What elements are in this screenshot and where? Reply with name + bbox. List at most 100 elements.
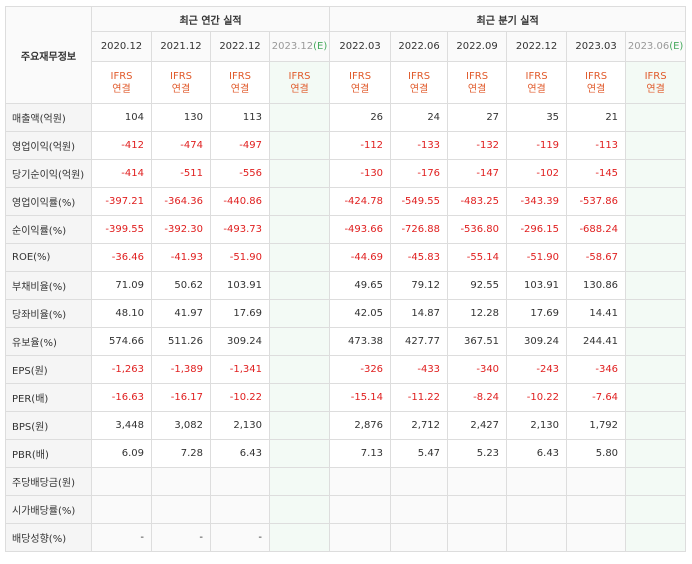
value-cell: [268, 523, 331, 552]
table-row: 순이익률(%) -399.55 -392.30 -493.73 -493.66 -726.…: [5, 215, 687, 244]
row-label: ROE(%): [5, 243, 92, 272]
value-cell: -133: [390, 131, 449, 160]
value-cell: -296.15: [506, 215, 568, 244]
value-cell: [625, 187, 687, 216]
value-cell: 26: [329, 103, 392, 132]
value-cell: [625, 523, 687, 552]
value-cell: 103.91: [210, 271, 270, 300]
value-cell: 24: [390, 103, 449, 132]
consolidated-text: 연결: [230, 83, 250, 95]
value-cell: -58.67: [566, 243, 627, 272]
row-label: 영업이익률(%): [5, 187, 92, 216]
value-cell: -: [91, 523, 152, 552]
ifrs-consolidated-label: IFRS 연결: [268, 61, 331, 104]
value-cell: [625, 495, 687, 524]
period-header-annual-0: 2020.12: [91, 31, 152, 62]
ifrs-consolidated-label: IFRS 연결: [506, 61, 568, 104]
table-row: 부채비율(%) 71.09 50.62 103.91 49.65 79.12 92.55 10…: [5, 271, 687, 300]
row-label: PBR(배): [5, 439, 92, 468]
value-cell: 7.28: [151, 439, 211, 468]
value-cell: 92.55: [447, 271, 508, 300]
value-cell: -340: [447, 355, 508, 384]
value-cell: 48.10: [91, 299, 152, 328]
value-cell: 71.09: [91, 271, 152, 300]
ifrs-text: IFRS: [170, 70, 192, 82]
value-cell: [390, 523, 449, 552]
value-cell: -113: [566, 131, 627, 160]
value-cell: -10.22: [210, 383, 270, 412]
consolidated-text: 연결: [171, 83, 191, 95]
value-cell: -511: [151, 159, 211, 188]
value-cell: 50.62: [151, 271, 211, 300]
value-cell: 41.97: [151, 299, 211, 328]
value-cell: [625, 355, 687, 384]
value-cell: [151, 467, 211, 496]
value-cell: 473.38: [329, 327, 392, 356]
value-cell: [268, 495, 331, 524]
value-cell: -424.78: [329, 187, 392, 216]
ifrs-consolidated-label: IFRS 연결: [447, 61, 508, 104]
value-cell: 14.87: [390, 299, 449, 328]
value-cell: -16.17: [151, 383, 211, 412]
value-cell: -1,263: [91, 355, 152, 384]
value-cell: [268, 271, 331, 300]
table-row: PER(배) -16.63 -16.17 -10.22 -15.14 -11.22 -8.2…: [5, 383, 687, 412]
ifrs-text: IFRS: [349, 70, 372, 82]
consolidated-text: 연결: [467, 83, 487, 95]
value-cell: [268, 159, 331, 188]
ifrs-text: IFRS: [110, 70, 133, 82]
value-cell: -15.14: [329, 383, 392, 412]
value-cell: 2,130: [210, 411, 270, 440]
value-cell: -102: [506, 159, 568, 188]
value-cell: -: [151, 523, 211, 552]
value-cell: -112: [329, 131, 392, 160]
financial-summary-table: 주요재무정보 최근 연간 실적 최근 분기 실적 2020.12 2021.12 2…: [5, 6, 687, 552]
value-cell: [329, 495, 392, 524]
period-header-quarter-3: 2022.12: [506, 31, 568, 62]
value-cell: 6.09: [91, 439, 152, 468]
ifrs-consolidated-label: IFRS 연결: [329, 61, 392, 104]
value-cell: 427.77: [390, 327, 449, 356]
value-cell: 2,130: [506, 411, 568, 440]
row-label: PER(배): [5, 383, 92, 412]
value-cell: [625, 103, 687, 132]
value-cell: 49.65: [329, 271, 392, 300]
consolidated-text: 연결: [290, 83, 309, 95]
consolidated-text: 연결: [350, 83, 370, 95]
value-cell: -536.80: [447, 215, 508, 244]
row-label: 유보율(%): [5, 327, 92, 356]
consolidated-text: 연결: [646, 83, 665, 95]
ifrs-text: IFRS: [229, 70, 251, 82]
ifrs-text: IFRS: [408, 70, 431, 82]
value-cell: [268, 131, 331, 160]
value-cell: -364.36: [151, 187, 211, 216]
value-cell: [268, 187, 331, 216]
row-label: 배당성향(%): [5, 523, 92, 552]
value-cell: -399.55: [91, 215, 152, 244]
ifrs-consolidated-label: IFRS 연결: [625, 61, 687, 104]
value-cell: [506, 523, 568, 552]
value-cell: [329, 523, 392, 552]
value-cell: 1,792: [566, 411, 627, 440]
value-cell: 130: [151, 103, 211, 132]
value-cell: 35: [506, 103, 568, 132]
value-cell: -7.64: [566, 383, 627, 412]
value-cell: [91, 495, 152, 524]
value-cell: -726.88: [390, 215, 449, 244]
value-cell: 79.12: [390, 271, 449, 300]
value-cell: -243: [506, 355, 568, 384]
value-cell: [390, 495, 449, 524]
value-cell: 42.05: [329, 299, 392, 328]
value-cell: [268, 243, 331, 272]
period-label: 2023.12: [271, 41, 314, 52]
table-row: 유보율(%) 574.66 511.26 309.24 473.38 427.77 367.…: [5, 327, 687, 356]
value-cell: 2,427: [447, 411, 508, 440]
row-label: 영업이익(억원): [5, 131, 92, 160]
value-cell: [268, 327, 331, 356]
value-cell: 130.86: [566, 271, 627, 300]
value-cell: -549.55: [390, 187, 449, 216]
value-cell: 103.91: [506, 271, 568, 300]
value-cell: [447, 467, 508, 496]
value-cell: -44.69: [329, 243, 392, 272]
value-cell: [91, 467, 152, 496]
